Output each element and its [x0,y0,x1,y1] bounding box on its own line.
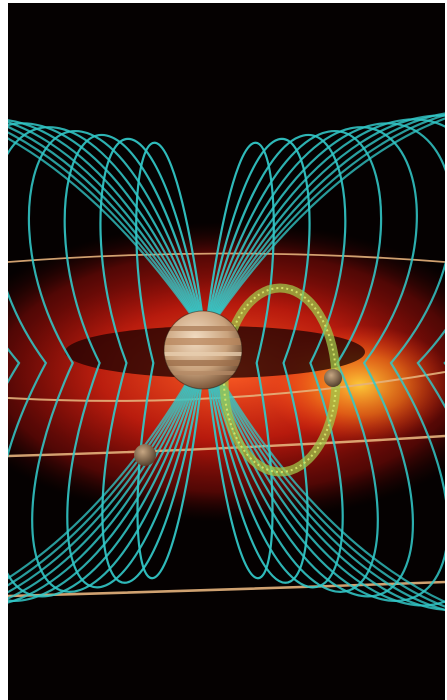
field-line [8,126,207,598]
field-line [8,121,207,600]
field-line [63,134,207,589]
field-line [8,119,207,604]
field-line [99,137,207,584]
field-line [27,129,207,593]
field-line [203,122,445,602]
orbit-ring-3 [8,434,445,458]
moon-io [324,369,342,387]
magnetic-field-lines [8,112,445,611]
field-line [203,112,445,611]
field-line [203,137,311,584]
moon-europa [134,444,156,466]
field-line [203,126,418,598]
orbit-ring-4 [8,580,445,598]
planet-jupiter [163,310,243,390]
field-line [203,141,275,580]
field-line [203,114,445,608]
field-line [8,122,207,602]
field-line [203,134,347,589]
field-line [203,114,445,611]
field-line [203,118,445,607]
field-line [135,141,207,580]
